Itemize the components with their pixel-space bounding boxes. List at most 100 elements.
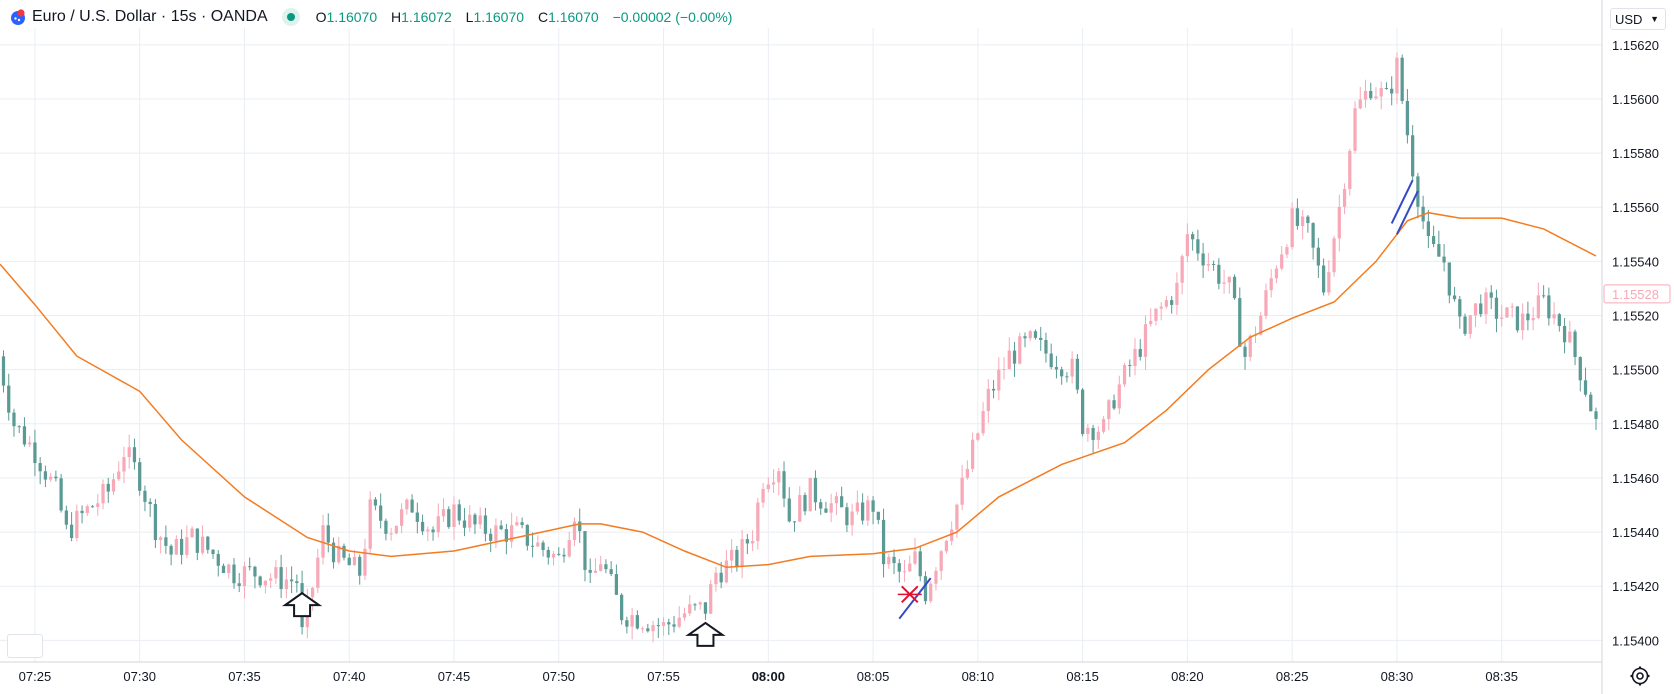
candle-body — [1384, 88, 1389, 90]
candle — [1547, 287, 1551, 326]
candle-body — [242, 566, 247, 586]
candle — [1206, 252, 1210, 272]
candle-body — [819, 502, 823, 509]
candle — [1217, 258, 1221, 290]
candle — [515, 516, 519, 527]
candle-body — [248, 566, 252, 568]
candle — [850, 503, 854, 536]
candle-body — [955, 504, 959, 530]
candle — [1081, 387, 1085, 437]
candle-body — [1012, 350, 1017, 364]
candle-body — [866, 500, 870, 521]
symbol-title[interactable]: Euro / U.S. Dollar · 15s · OANDA — [32, 8, 268, 25]
candle — [1573, 329, 1577, 366]
candle — [1578, 356, 1582, 392]
candle-body — [337, 545, 341, 563]
candle — [599, 555, 603, 572]
candle — [499, 520, 503, 531]
candle — [1306, 214, 1310, 233]
candle — [1138, 339, 1142, 361]
y-tick-label: 1.15420 — [1612, 579, 1659, 594]
candle-body — [1164, 300, 1169, 307]
candle — [1290, 202, 1294, 250]
candle-body — [1295, 208, 1300, 226]
candle-body — [174, 538, 178, 555]
trend-line[interactable] — [1390, 179, 1414, 224]
x-tick-label: 07:25 — [19, 669, 52, 684]
candle — [808, 477, 812, 512]
candle — [368, 491, 372, 555]
candle — [1405, 89, 1410, 144]
candle-body — [499, 525, 503, 530]
candle-body — [635, 615, 639, 629]
candle-body — [468, 514, 472, 528]
candle-body — [876, 511, 880, 520]
candle — [1054, 356, 1059, 379]
candle — [1531, 306, 1535, 331]
candle — [473, 512, 477, 534]
candle-body — [101, 483, 105, 504]
candle — [1269, 269, 1273, 298]
candle-body — [206, 536, 210, 550]
drawings[interactable] — [281, 179, 1419, 647]
logo-icon — [11, 9, 25, 25]
candle — [127, 434, 131, 469]
grid — [0, 28, 1602, 662]
candle-body — [310, 587, 315, 598]
candle-body — [1348, 150, 1352, 189]
candle — [871, 496, 875, 525]
candle-body — [520, 522, 524, 525]
arrow-up-icon[interactable] — [685, 621, 726, 647]
candle-body — [295, 581, 299, 584]
candle — [1536, 282, 1541, 320]
candle-body — [1521, 313, 1525, 331]
candle-body — [593, 570, 598, 573]
candle — [111, 473, 116, 496]
candle-body — [672, 624, 676, 627]
x-tick-label: 08:00 — [752, 669, 785, 684]
y-tick-label: 1.15620 — [1612, 38, 1659, 53]
candle-body — [1484, 292, 1488, 315]
navigation-button[interactable] — [7, 634, 43, 658]
trend-line[interactable] — [1396, 190, 1419, 235]
candle-body — [1573, 331, 1577, 358]
candle — [159, 536, 163, 554]
candle-body — [724, 560, 729, 583]
candle — [489, 528, 493, 553]
candle-body — [651, 625, 655, 632]
candle — [604, 559, 608, 574]
candle — [944, 539, 949, 554]
candle-body — [1101, 419, 1106, 432]
arrow-up-icon[interactable] — [281, 591, 323, 618]
candle-body — [1510, 306, 1514, 308]
candle — [7, 373, 11, 421]
status-dot-icon[interactable] — [281, 8, 300, 26]
candle-body — [1578, 357, 1582, 381]
candle-body — [1358, 99, 1362, 109]
candle-body — [929, 583, 933, 602]
candle — [1023, 332, 1027, 348]
x-tick-label: 07:45 — [438, 669, 471, 684]
candle-body — [54, 476, 58, 479]
candle-body — [1327, 272, 1331, 293]
candle — [1222, 269, 1226, 294]
candle-body — [1547, 295, 1551, 319]
settings-icon[interactable] — [1628, 664, 1652, 688]
candle — [64, 505, 68, 530]
candle — [1159, 301, 1163, 321]
candle — [49, 472, 53, 482]
candle — [221, 563, 226, 574]
candle-body — [913, 551, 917, 564]
candle-body — [1437, 244, 1441, 257]
candle-body — [436, 516, 440, 533]
currency-select[interactable]: USD ▼ — [1610, 8, 1666, 30]
candle — [834, 492, 839, 516]
candle — [1437, 230, 1441, 257]
candle-body — [164, 537, 168, 546]
candle — [1201, 242, 1205, 278]
candle-body — [902, 571, 907, 573]
candle-body — [7, 385, 11, 413]
candle — [578, 508, 582, 543]
